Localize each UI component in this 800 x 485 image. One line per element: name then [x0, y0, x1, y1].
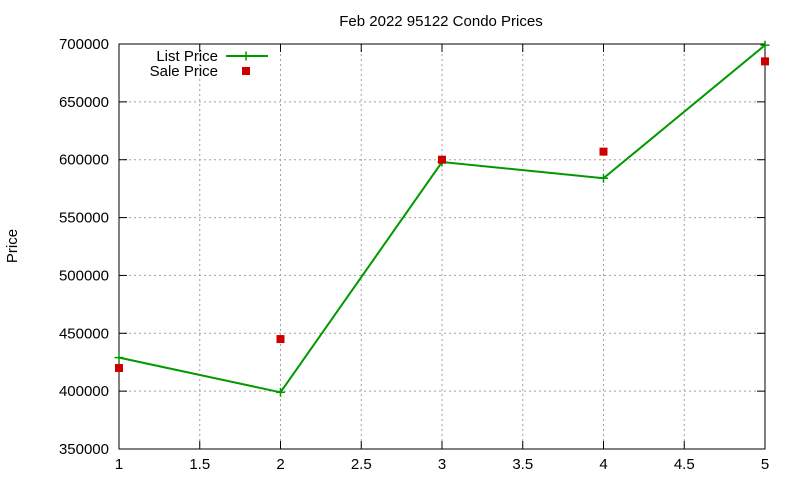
- data-point: [599, 147, 608, 156]
- x-tick-label: 3.5: [512, 456, 533, 473]
- y-tick-label: 650000: [59, 94, 109, 111]
- y-tick-label: 550000: [59, 210, 109, 227]
- data-point: [276, 387, 285, 397]
- series-layer: [114, 40, 770, 397]
- y-axis-tick-labels: 350000 400000 450000 500000 550000 600000 6500…: [59, 36, 109, 458]
- x-tick-label: 4: [599, 456, 607, 473]
- legend-label: List Price: [156, 48, 218, 65]
- x-tick-label: 2: [276, 456, 284, 473]
- x-tick-label: 2.5: [351, 456, 372, 473]
- y-axis-label: Price: [4, 229, 21, 263]
- data-point: [761, 57, 769, 66]
- x-tick-label: 4.5: [674, 456, 695, 473]
- data-point: [760, 40, 770, 50]
- data-point: [438, 155, 446, 164]
- grid: [119, 44, 765, 449]
- legend-label: Sale Price: [150, 63, 218, 80]
- x-tick-label: 1: [115, 456, 123, 473]
- y-tick-label: 600000: [59, 152, 109, 169]
- x-tick-label: 1.5: [189, 456, 210, 473]
- x-tick-label: 3: [438, 456, 446, 473]
- legend-marker: [242, 67, 250, 75]
- y-tick-label: 700000: [59, 36, 109, 53]
- x-tick-label: 5: [761, 456, 769, 473]
- y-tick-label: 400000: [59, 383, 109, 400]
- y-tick-label: 500000: [59, 267, 109, 284]
- data-point: [276, 335, 285, 344]
- series-sale-price: [115, 57, 769, 372]
- legend-marker: [241, 51, 251, 61]
- data-point: [599, 173, 608, 183]
- y-tick-label: 350000: [59, 441, 109, 458]
- data-point: [114, 353, 124, 363]
- data-point: [115, 364, 123, 372]
- x-axis-tick-labels: 1 1.5 2 2.5 3 3.5 4 4.5 5: [115, 456, 769, 473]
- axis-ticks: [118, 43, 766, 450]
- y-tick-label: 450000: [59, 325, 109, 342]
- chart-title: Feb 2022 95122 Condo Prices: [339, 13, 542, 30]
